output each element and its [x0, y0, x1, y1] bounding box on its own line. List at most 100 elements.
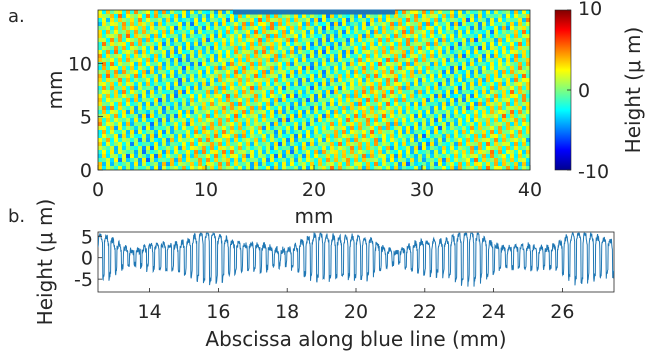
- heatmap-cell: [482, 82, 487, 87]
- heatmap-cell: [194, 54, 199, 59]
- heatmap-cell: [322, 46, 327, 51]
- heatmap-cell: [390, 122, 395, 127]
- heatmap-cell: [202, 22, 207, 27]
- heatmap-cell: [294, 130, 299, 135]
- heatmap-cell: [434, 50, 439, 55]
- heatmap-cell: [406, 150, 411, 155]
- heatmap-cell: [482, 134, 487, 139]
- heatmap-cell: [522, 102, 527, 107]
- heatmap-cell: [190, 14, 195, 19]
- heatmap-cell: [266, 78, 271, 83]
- heatmap-cell: [442, 106, 447, 111]
- heatmap-cell: [226, 126, 231, 131]
- heatmap-cell: [378, 18, 383, 23]
- heatmap-cell: [310, 22, 315, 27]
- heatmap-cell: [210, 162, 215, 167]
- heatmap-cell: [210, 138, 215, 143]
- heatmap-cell: [322, 18, 327, 23]
- heatmap-cell: [294, 162, 299, 167]
- heatmap-cell: [150, 150, 155, 155]
- heatmap-cell: [250, 70, 255, 75]
- heatmap-cell: [266, 58, 271, 63]
- heatmap-cell: [458, 18, 463, 23]
- heatmap-cell: [150, 86, 155, 91]
- heatmap-cell: [486, 98, 491, 103]
- heatmap-cell: [150, 94, 155, 99]
- heatmap-cell: [298, 146, 303, 151]
- heatmap-cell: [330, 146, 335, 151]
- heatmap-cell: [466, 154, 471, 159]
- heatmap-cell: [242, 54, 247, 59]
- heatmap-cell: [362, 50, 367, 55]
- heatmap-cell: [386, 66, 391, 71]
- heatmap-cell: [262, 130, 267, 135]
- heatmap-cell: [474, 154, 479, 159]
- heatmap-cell: [282, 110, 287, 115]
- heatmap-cell: [186, 154, 191, 159]
- heatmap-cell: [122, 58, 127, 63]
- heatmap-cell: [338, 26, 343, 31]
- heatmap-cell: [162, 34, 167, 39]
- heatmap-cell: [202, 70, 207, 75]
- heatmap-cell: [458, 38, 463, 43]
- heatmap-cell: [402, 58, 407, 63]
- heatmap-cell: [194, 38, 199, 43]
- heatmap-cell: [262, 14, 267, 19]
- heatmap-cell: [514, 130, 519, 135]
- heatmap-cell: [122, 82, 127, 87]
- heatmap-cell: [202, 122, 207, 127]
- heatmap-cell: [374, 94, 379, 99]
- heatmap-cell: [342, 114, 347, 119]
- heatmap-cell: [110, 162, 115, 167]
- heatmap-cell: [194, 22, 199, 27]
- heatmap-cell: [258, 110, 263, 115]
- heatmap-cell: [502, 94, 507, 99]
- heatmap-cell: [390, 46, 395, 51]
- heatmap-cell: [134, 58, 139, 63]
- heatmap-cell: [186, 114, 191, 119]
- heatmap-cell: [522, 70, 527, 75]
- heatmap-cell: [514, 166, 519, 170]
- heatmap-cell: [514, 38, 519, 43]
- heatmap-cell: [306, 106, 311, 111]
- heatmap-cell: [330, 38, 335, 43]
- heatmap-cell: [302, 110, 307, 115]
- heatmap-cell: [206, 110, 211, 115]
- heatmap-cell: [338, 118, 343, 123]
- heatmap-cell: [214, 10, 219, 15]
- heatmap-cell: [222, 38, 227, 43]
- heatmap-cell: [150, 78, 155, 83]
- heatmap-cell: [422, 30, 427, 35]
- heatmap-cell: [238, 74, 243, 79]
- heatmap-cell: [294, 70, 299, 75]
- heatmap-cell: [114, 46, 119, 51]
- heatmap-cell: [430, 142, 435, 147]
- heatmap-cell: [222, 94, 227, 99]
- heatmap-cell: [474, 166, 479, 170]
- heatmap-cell: [494, 86, 499, 91]
- heatmap-cell: [122, 138, 127, 143]
- heatmap-cell: [506, 162, 511, 167]
- heatmap-cell: [354, 150, 359, 155]
- heatmap-cell: [158, 66, 163, 71]
- heatmap-cell: [310, 102, 315, 107]
- heatmap-cell: [146, 70, 151, 75]
- heatmap-cell: [382, 38, 387, 43]
- heatmap-cell: [274, 50, 279, 55]
- heatmap-cell: [238, 62, 243, 67]
- heatmap-cell: [250, 90, 255, 95]
- heatmap-cell: [342, 118, 347, 123]
- heatmap-cell: [266, 62, 271, 67]
- heatmap-cell: [210, 18, 215, 23]
- heatmap-cell: [302, 98, 307, 103]
- heatmap-cell: [226, 74, 231, 79]
- heatmap-cell: [170, 118, 175, 123]
- heatmap-cell: [434, 154, 439, 159]
- heatmap-cell: [450, 158, 455, 163]
- heatmap-cell: [222, 130, 227, 135]
- heatmap-cell: [254, 154, 259, 159]
- heatmap-cell: [394, 110, 399, 115]
- heatmap-cell: [194, 106, 199, 111]
- heatmap-cell: [370, 134, 375, 139]
- heatmap-cell: [298, 102, 303, 107]
